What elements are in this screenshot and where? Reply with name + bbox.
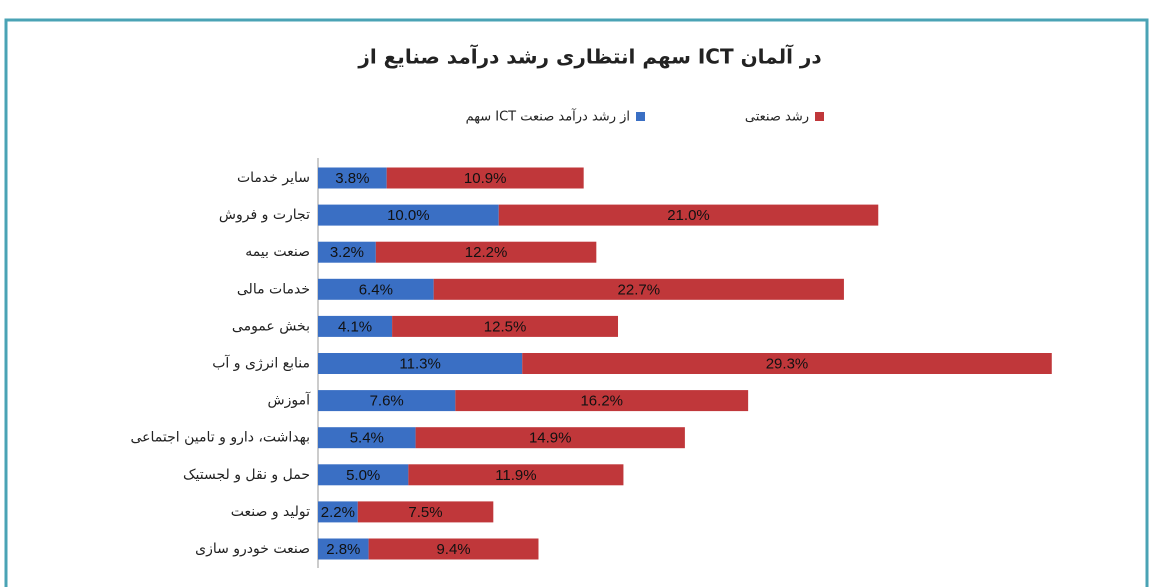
value-label: 2.2% <box>321 504 355 521</box>
bar-segment <box>318 390 456 412</box>
bar-segment <box>318 353 523 374</box>
value-label: 10.0% <box>387 207 430 224</box>
value-label: 12.5% <box>484 318 527 335</box>
category-label: منابع انرژی و آب <box>212 355 310 372</box>
bar-segment <box>433 278 844 300</box>
category-label: حمل و نقل و لجستیک <box>183 467 310 483</box>
legend-label: سهم ICT از رشد درآمد صنعت <box>466 108 630 125</box>
category-label: تولید و صنعت <box>231 504 310 520</box>
category-label: صنعت خودرو سازی <box>195 541 310 557</box>
value-label: 2.8% <box>326 541 360 558</box>
bar-segment <box>408 464 624 486</box>
legend-swatch <box>815 112 824 121</box>
value-label: 4.1% <box>338 318 372 335</box>
value-label: 12.2% <box>465 244 508 261</box>
value-label: 7.5% <box>408 504 442 521</box>
bar-segment <box>318 501 358 523</box>
bar-segment <box>318 278 434 300</box>
value-label: 16.2% <box>580 393 623 410</box>
value-label: 29.3% <box>766 355 809 372</box>
chart-title: سهم انتظاری رشد درآمد صنایع از ICT در آل… <box>357 44 821 69</box>
bar-segment <box>498 204 879 226</box>
value-label: 11.3% <box>399 355 440 372</box>
bar-segment <box>375 241 597 263</box>
bar-segment <box>392 315 619 337</box>
legend-label: رشد صنعتی <box>745 110 809 125</box>
bar-segment <box>318 204 499 226</box>
value-label: 14.9% <box>529 430 572 447</box>
bar-segment <box>455 390 749 412</box>
category-label: بهداشت، دارو و تامین اجتماعی <box>131 430 310 446</box>
bar-segment <box>318 167 387 189</box>
category-label: بخش عمومی <box>232 318 310 334</box>
bar-segment <box>318 241 376 263</box>
category-label: تجارت و فروش <box>219 207 310 223</box>
value-label: 5.0% <box>346 467 380 484</box>
value-label: 11.9% <box>495 467 536 484</box>
value-label: 5.4% <box>350 430 384 447</box>
bar-segment <box>522 353 1052 374</box>
category-label: صنعت بیمه <box>245 244 310 260</box>
value-label: 7.6% <box>370 393 404 410</box>
value-label: 10.9% <box>464 170 507 187</box>
bar-segment <box>318 427 416 449</box>
category-label: آموزش <box>268 392 312 409</box>
category-label: خدمات مالی <box>237 281 310 297</box>
bar-segment <box>368 538 539 560</box>
value-label: 3.8% <box>335 170 369 187</box>
bar-segment <box>318 315 393 337</box>
value-label: 22.7% <box>618 281 661 298</box>
value-label: 6.4% <box>359 281 393 298</box>
legend-swatch <box>636 112 645 121</box>
bar-segment <box>386 167 584 189</box>
value-label: 9.4% <box>436 541 470 558</box>
bar-segment <box>318 538 369 560</box>
bar-segment <box>357 501 494 523</box>
bar-segment <box>415 427 685 449</box>
bar-segment <box>318 464 409 486</box>
value-label: 21.0% <box>667 207 710 224</box>
chart-frame <box>4 18 1149 587</box>
value-label: 3.2% <box>330 244 364 261</box>
category-label: سایر خدمات <box>237 170 310 186</box>
